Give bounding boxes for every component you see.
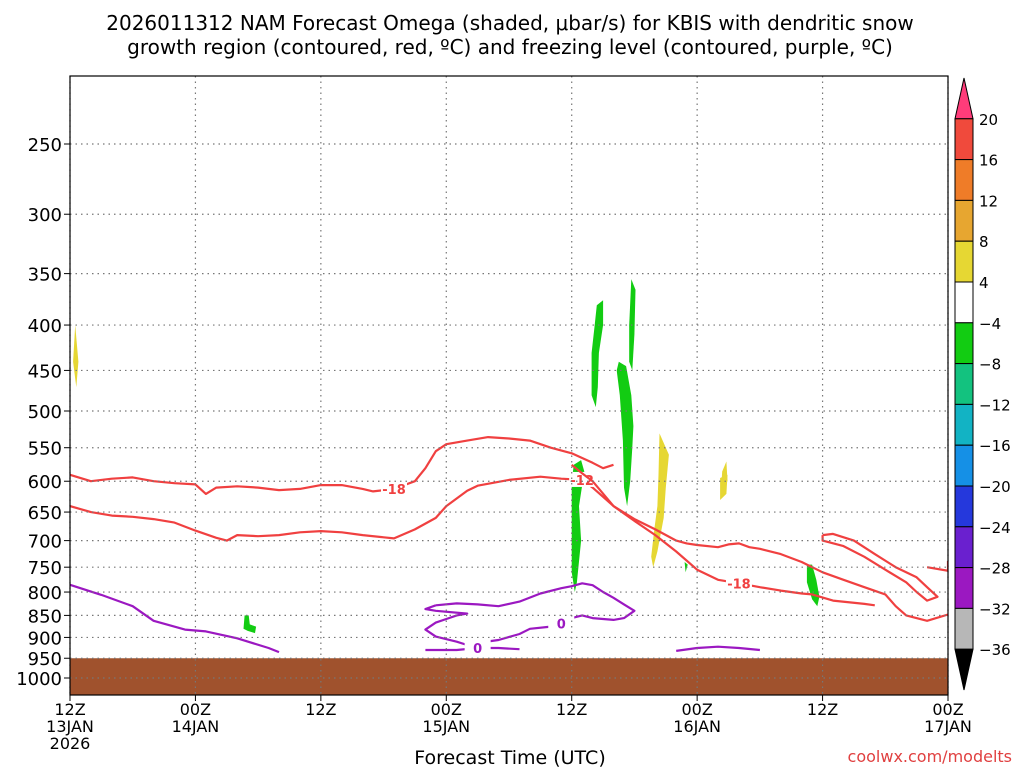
- x-tick-label-24-1: 12Z: [305, 700, 336, 719]
- y-tick-label-550: 550: [28, 439, 62, 460]
- colorbar-bin-13: [954, 607, 974, 650]
- x-tick-label-36-1: 00Z: [431, 700, 462, 719]
- colorbar-bin-6: [954, 322, 974, 365]
- y-tick-label-1000: 1000: [16, 669, 62, 690]
- colorbar-label-7: −12: [979, 396, 1011, 414]
- colorbar-bin-2: [954, 159, 974, 201]
- y-tick-label-900: 900: [28, 628, 62, 649]
- y-tick-label-250: 250: [28, 135, 62, 156]
- omega-region-5: [616, 361, 634, 507]
- y-tick-label-450: 450: [28, 361, 62, 382]
- y-tick-label-600: 600: [28, 472, 62, 493]
- y-tick-label-950: 950: [28, 649, 62, 670]
- y-tick-label-300: 300: [28, 205, 62, 226]
- y-tick-label-650: 650: [28, 503, 62, 524]
- colorbar-bin-4: [954, 240, 974, 283]
- freezing-contour-0: [70, 583, 280, 654]
- dgz-contour-label-bg-1: [569, 471, 596, 487]
- colorbar-bin-1: [954, 118, 974, 161]
- colorbar-label-11: −28: [979, 560, 1011, 578]
- omega-region-6: [651, 433, 669, 568]
- colorbar-bin-12: [954, 567, 974, 609]
- colorbar-bin-11: [954, 526, 974, 569]
- colorbar-label-13: −36: [979, 641, 1011, 659]
- dgz-contour-3: [821, 532, 939, 602]
- dgz-contour-label-0: -18: [382, 483, 406, 498]
- x-tick-label-0-1: 12Z: [54, 700, 85, 719]
- dgz-contour-label-bg-2: [725, 575, 752, 591]
- freezing-contour-label-bg-1: [548, 615, 575, 631]
- x-tick-label-0-3: 2026: [50, 734, 91, 753]
- dgz-contour-0: [70, 436, 614, 495]
- x-tick-label-60-2: 16JAN: [673, 717, 721, 736]
- terrain-fill: [70, 658, 948, 695]
- x-tick-label-84-2: 17JAN: [924, 717, 972, 736]
- colorbar-label-6: −8: [979, 356, 1001, 374]
- x-tick-label-0-2: 13JAN: [46, 717, 94, 736]
- colorbar-label-5: −4: [979, 315, 1001, 333]
- y-tick-label-350: 350: [28, 265, 62, 286]
- omega-region-1: [243, 615, 257, 634]
- x-tick-label-12-1: 00Z: [180, 700, 211, 719]
- colorbar-bin-9: [954, 444, 974, 487]
- colorbar-label-2: 12: [979, 192, 998, 210]
- dgz-contour-4: [926, 561, 948, 572]
- freezing-contour-label-bg-2: [464, 639, 491, 655]
- omega-region-3: [591, 300, 604, 408]
- freezing-contour-label-1: 0: [557, 617, 566, 632]
- y-tick-label-400: 400: [28, 316, 62, 337]
- x-tick-label-36-2: 15JAN: [422, 717, 470, 736]
- colorbar-label-10: −24: [979, 519, 1011, 537]
- colorbar-bin-10: [954, 485, 974, 528]
- dgz-contour-2: [571, 463, 875, 607]
- colorbar-bin-0: [954, 77, 974, 120]
- colorbar-label-8: −16: [979, 437, 1011, 455]
- omega-region-2: [571, 460, 585, 592]
- x-axis-label: Forecast Time (UTC): [414, 747, 605, 768]
- colorbar-bin-7: [954, 363, 974, 405]
- dgz-contour-label-2: -18: [727, 577, 751, 592]
- x-tick-label-12-2: 14JAN: [172, 717, 220, 736]
- colorbar-bin-5: [954, 281, 974, 324]
- plot-frame: [69, 75, 949, 696]
- dgz-contour-1: [70, 475, 948, 622]
- colorbar-label-9: −20: [979, 478, 1011, 496]
- x-tick-label-60-1: 00Z: [681, 700, 712, 719]
- y-tick-label-850: 850: [28, 606, 62, 627]
- colorbar-bin-8: [954, 403, 974, 446]
- freezing-contour-label-2: 0: [473, 642, 482, 657]
- y-tick-label-700: 700: [28, 532, 62, 553]
- x-tick-label-48-1: 12Z: [556, 700, 587, 719]
- freezing-contour-1: [424, 582, 636, 647]
- dgz-contour-label-bg-0: [381, 480, 408, 496]
- y-tick-label-750: 750: [28, 558, 62, 579]
- omega-region-0: [73, 325, 79, 388]
- colorbar: 20 16 12 8 4 −4 −8 −12 −16 −20 −24 −28 −32 −36: [954, 77, 1011, 691]
- freezing-contour-3: [676, 645, 761, 652]
- colorbar-bin-14: [954, 648, 974, 691]
- colorbar-label-4: 4: [979, 274, 989, 292]
- x-tick-label-84-1: 00Z: [932, 700, 963, 719]
- chart-title-line1: 2026011312 NAM Forecast Omega (shaded, μ…: [106, 11, 914, 35]
- colorbar-label-12: −32: [979, 600, 1011, 618]
- colorbar-label-1: 16: [979, 152, 998, 170]
- colorbar-label-3: 8: [979, 233, 989, 251]
- x-tick-label-72-1: 12Z: [807, 700, 838, 719]
- colorbar-bin-3: [954, 199, 974, 242]
- credit-text: coolwx.com/modelts: [848, 747, 1012, 766]
- y-tick-label-800: 800: [28, 583, 62, 604]
- colorbar-label-0: 20: [979, 111, 998, 129]
- y-tick-label-500: 500: [28, 402, 62, 423]
- axes: 2503003504004505005506006507007508008509…: [16, 75, 972, 753]
- chart-title-line2: growth region (contoured, red, ºC) and f…: [127, 35, 893, 59]
